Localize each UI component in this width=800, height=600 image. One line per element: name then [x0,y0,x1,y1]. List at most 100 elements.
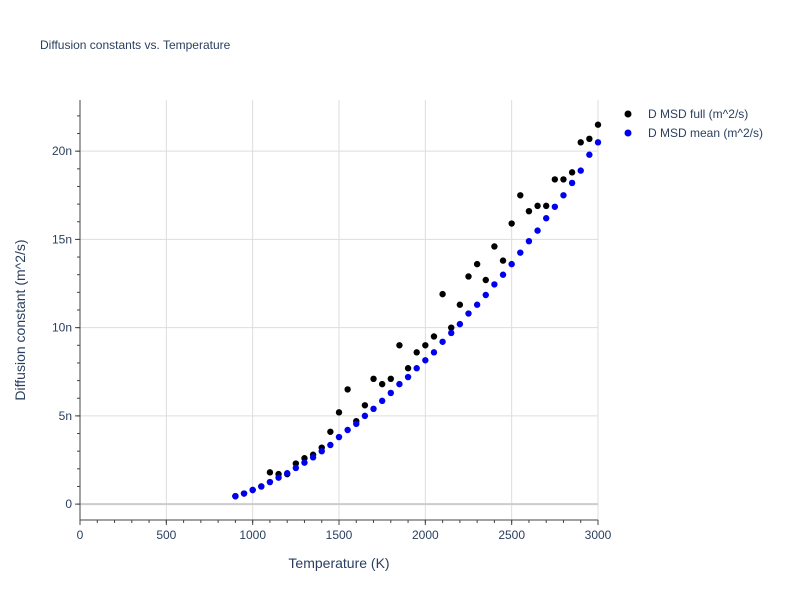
data-point[interactable] [344,426,351,434]
data-point[interactable] [422,342,429,349]
data-point[interactable] [249,486,256,494]
data-point[interactable] [482,276,489,284]
data-point[interactable] [292,464,300,472]
data-point[interactable] [439,338,446,345]
data-point[interactable] [499,271,507,278]
data-point[interactable] [396,380,403,388]
data-point[interactable] [499,257,507,264]
data-point[interactable] [370,375,377,383]
data-point[interactable] [517,192,524,199]
data-point[interactable] [361,402,369,409]
data-point[interactable] [361,412,369,420]
data-point[interactable] [413,349,420,356]
data-point[interactable] [508,220,515,227]
data-point[interactable] [309,454,317,461]
data-point[interactable] [456,301,464,308]
data-point[interactable] [551,203,559,210]
data-point[interactable] [473,260,481,268]
data-point[interactable] [491,243,498,250]
data-point[interactable] [482,291,489,299]
data-point[interactable] [465,310,472,317]
x-axis-label: Temperature (K) [288,555,389,571]
y-tick-label: 10n [52,321,72,335]
axes [75,100,599,525]
data-point[interactable] [370,405,377,413]
data-point[interactable] [232,492,239,500]
data-point[interactable] [275,474,282,481]
data-point[interactable] [473,301,481,308]
data-point[interactable] [551,176,559,183]
data-point[interactable] [430,333,438,340]
data-point[interactable] [534,202,541,210]
x-tick-label: 0 [77,528,84,542]
x-tick-label: 2500 [498,528,525,542]
gridlines [80,100,599,520]
data-point[interactable] [422,357,429,364]
x-tick-label: 2000 [412,528,439,542]
legend[interactable]: D MSD full (m^2/s) D MSD mean (m^2/s) [624,107,763,140]
legend-item[interactable]: D MSD full (m^2/s) [624,107,749,121]
data-point[interactable] [301,455,308,462]
data-point[interactable] [258,483,265,490]
data-point[interactable] [378,397,386,405]
data-point[interactable] [594,121,602,128]
data-point[interactable] [387,375,394,383]
data-point[interactable] [327,428,334,435]
data-point[interactable] [404,365,412,372]
data-point[interactable] [292,460,300,467]
data-point[interactable] [240,490,248,497]
series-msd-full[interactable] [232,121,602,500]
data-point[interactable] [543,202,550,210]
chart-title: Diffusion constants vs. Temperature [40,38,231,52]
data-point[interactable] [335,409,343,416]
data-point[interactable] [568,169,576,176]
data-point[interactable] [534,227,541,234]
legend-marker [624,110,632,118]
data-point[interactable] [568,179,576,187]
data-points[interactable] [232,121,602,500]
data-point[interactable] [448,329,455,337]
data-point[interactable] [465,273,472,280]
data-point[interactable] [456,320,464,328]
data-point[interactable] [387,389,394,397]
data-point[interactable] [491,281,498,288]
data-point[interactable] [594,139,602,146]
data-point[interactable] [508,260,515,268]
data-point[interactable] [560,192,567,199]
data-point[interactable] [396,342,403,349]
data-point[interactable] [353,420,360,428]
data-point[interactable] [284,470,291,477]
x-tick-label: 1500 [326,528,353,542]
data-point[interactable] [327,441,334,449]
y-tick-label: 15n [52,232,72,246]
data-point[interactable] [586,135,593,143]
data-point[interactable] [577,139,584,146]
data-point[interactable] [378,380,386,388]
data-point[interactable] [266,478,274,486]
data-point[interactable] [543,215,550,222]
data-point[interactable] [335,433,343,441]
data-point[interactable] [448,324,455,331]
data-point[interactable] [439,290,446,298]
data-point[interactable] [318,447,325,455]
data-point[interactable] [525,207,533,215]
data-point[interactable] [577,167,584,174]
data-point[interactable] [560,176,567,183]
data-point[interactable] [517,249,524,256]
y-axis-label: Diffusion constant (m^2/s) [12,239,28,400]
legend-item[interactable]: D MSD mean (m^2/s) [624,126,763,140]
legend-label: D MSD mean (m^2/s) [648,126,763,140]
x-tick-label: 1000 [239,528,266,542]
data-point[interactable] [430,349,438,356]
x-tick-label: 3000 [585,528,612,542]
data-point[interactable] [586,151,593,158]
data-point[interactable] [413,365,420,372]
data-point[interactable] [301,459,308,466]
data-point[interactable] [404,373,412,381]
series-msd-mean[interactable] [232,139,602,500]
y-tick-label: 5n [59,409,72,423]
data-point[interactable] [266,469,274,476]
data-point[interactable] [525,237,533,245]
data-point[interactable] [344,386,351,393]
